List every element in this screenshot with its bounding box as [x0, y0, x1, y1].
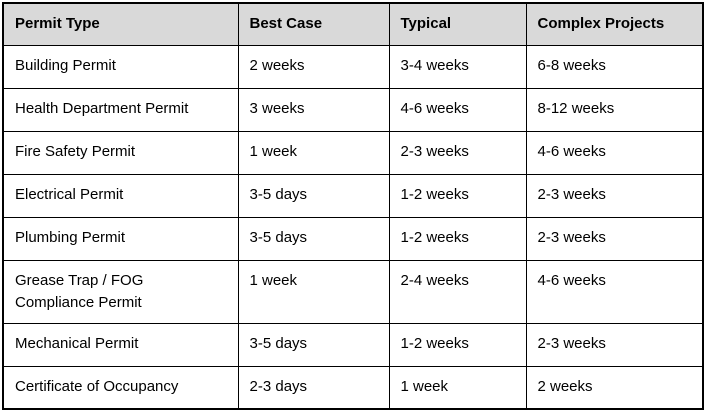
timeline-cell: 1 week [237, 130, 390, 175]
permit-type-cell: Health Department Permit [2, 87, 239, 132]
table-row: Certificate of Occupancy 2-3 days 1 week 2 … [2, 365, 704, 410]
timeline-cell: 6-8 weeks [525, 44, 704, 89]
timeline-cell: 2-4 weeks [388, 259, 527, 324]
table-row: Electrical Permit 3-5 days 1-2 weeks 2-3 we… [2, 173, 704, 218]
timeline-cell: 3-4 weeks [388, 44, 527, 89]
table-header-row: Permit Type Best Case Typical Complex Proje… [2, 2, 704, 46]
permit-type-cell: Grease Trap / FOG Compliance Permit [2, 259, 239, 324]
permit-type-cell: Fire Safety Permit [2, 130, 239, 175]
timeline-cell: 4-6 weeks [388, 87, 527, 132]
timeline-cell: 1 week [388, 365, 527, 410]
table-row: Plumbing Permit 3-5 days 1-2 weeks 2-3 week… [2, 216, 704, 261]
timeline-cell: 2-3 weeks [525, 216, 704, 261]
table-row: Fire Safety Permit 1 week 2-3 weeks 4-6 wee… [2, 130, 704, 175]
table-row: Mechanical Permit 3-5 days 1-2 weeks 2-3 we… [2, 322, 704, 367]
timeline-cell: 3 weeks [237, 87, 390, 132]
timeline-cell: 4-6 weeks [525, 259, 704, 324]
timeline-cell: 2-3 weeks [525, 173, 704, 218]
permit-type-cell: Certificate of Occupancy [2, 365, 239, 410]
permit-type-cell: Mechanical Permit [2, 322, 239, 367]
timeline-cell: 1 week [237, 259, 390, 324]
timeline-cell: 4-6 weeks [525, 130, 704, 175]
table-row: Building Permit 2 weeks 3-4 weeks 6-8 weeks [2, 44, 704, 89]
permit-type-cell: Electrical Permit [2, 173, 239, 218]
table-row: Health Department Permit 3 weeks 4-6 weeks… [2, 87, 704, 132]
timeline-cell: 1-2 weeks [388, 216, 527, 261]
timeline-cell: 2-3 days [237, 365, 390, 410]
table-body: Building Permit 2 weeks 3-4 weeks 6-8 weeks… [2, 44, 704, 410]
timeline-cell: 1-2 weeks [388, 322, 527, 367]
timeline-cell: 8-12 weeks [525, 87, 704, 132]
timeline-cell: 2 weeks [237, 44, 390, 89]
permit-type-cell: Building Permit [2, 44, 239, 89]
timeline-cell: 2-3 weeks [525, 322, 704, 367]
permit-timeline-table: Permit Type Best Case Typical Complex Proje… [2, 2, 704, 410]
column-header: Complex Projects [525, 2, 704, 46]
column-header: Best Case [237, 2, 390, 46]
timeline-cell: 3-5 days [237, 322, 390, 367]
timeline-cell: 1-2 weeks [388, 173, 527, 218]
column-header: Typical [388, 2, 527, 46]
column-header: Permit Type [2, 2, 239, 46]
timeline-cell: 3-5 days [237, 216, 390, 261]
table-row: Grease Trap / FOG Compliance Permit 1 wee… [2, 259, 704, 324]
timeline-cell: 2-3 weeks [388, 130, 527, 175]
timeline-cell: 3-5 days [237, 173, 390, 218]
permit-type-cell: Plumbing Permit [2, 216, 239, 261]
timeline-cell: 2 weeks [525, 365, 704, 410]
